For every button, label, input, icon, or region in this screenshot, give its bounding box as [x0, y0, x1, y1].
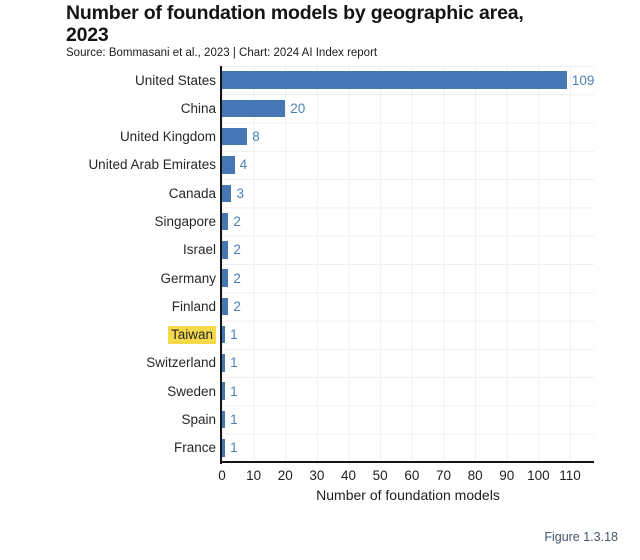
bar-rows: United States 109 China 20 United Kingdom 8 Un… — [0, 66, 640, 462]
value-label: 109 — [571, 72, 595, 88]
value-label: 1 — [230, 327, 238, 343]
category-label: Germany — [160, 270, 216, 286]
figure-caption: Figure 1.3.18 — [544, 530, 618, 544]
x-tick-label: 10 — [246, 468, 262, 483]
chart-title: Number of foundation models by geographi… — [66, 2, 524, 46]
x-axis-title: Number of foundation models — [316, 487, 500, 503]
bar — [222, 241, 229, 259]
value-label: 20 — [290, 100, 306, 116]
x-tick-label: 30 — [309, 468, 325, 483]
x-tick-label: 0 — [218, 468, 226, 483]
bar-row: Singapore 2 — [0, 207, 640, 235]
category-label: China — [180, 100, 216, 116]
category-label: Israel — [182, 242, 216, 258]
chart-title-line1: Number of foundation models by geographi… — [66, 2, 524, 24]
chart-title-line2: 2023 — [66, 23, 109, 46]
bar — [222, 354, 226, 372]
bar — [222, 439, 226, 457]
x-tick-label: 50 — [372, 468, 388, 483]
bar-row: United States 109 — [0, 66, 640, 94]
category-label: Switzerland — [146, 355, 216, 371]
category-label: Canada — [168, 185, 216, 201]
category-label: Sweden — [167, 383, 216, 399]
bar — [222, 382, 226, 400]
value-label: 1 — [230, 383, 238, 399]
category-label: United Kingdom — [119, 129, 216, 145]
plot-area — [222, 66, 594, 462]
value-label: 2 — [233, 242, 241, 258]
value-label: 3 — [236, 185, 244, 201]
bar-row: Israel 2 — [0, 236, 640, 264]
highlighted-category-label: Taiwan — [167, 326, 216, 345]
bar — [222, 410, 226, 429]
bar — [222, 325, 226, 344]
value-label: 8 — [252, 129, 260, 145]
value-label: 1 — [230, 412, 238, 428]
bar — [222, 99, 286, 118]
bar-row: China 20 — [0, 94, 640, 122]
value-label: 2 — [233, 270, 241, 286]
x-tick-label: 90 — [499, 468, 515, 483]
y-axis-line — [220, 66, 222, 464]
bar — [222, 71, 567, 89]
category-label: United States — [134, 72, 216, 88]
category-label: Spain — [181, 412, 216, 428]
x-tick-label: 40 — [341, 468, 357, 483]
bar-row: United Kingdom 8 — [0, 123, 640, 151]
bar-row: Sweden 1 — [0, 377, 640, 405]
bar-row: Canada 3 — [0, 179, 640, 207]
value-label: 2 — [233, 298, 241, 314]
bar — [222, 297, 229, 316]
x-tick-label: 20 — [277, 468, 293, 483]
category-label: United Arab Emirates — [88, 157, 216, 173]
bar-row: United Arab Emirates 4 — [0, 151, 640, 179]
bar — [222, 127, 248, 146]
category-label: Finland — [171, 298, 216, 314]
x-tick-label: 100 — [527, 468, 550, 483]
category-label: Singapore — [154, 214, 216, 230]
x-tick-label: 110 — [559, 468, 581, 483]
bar-row: Switzerland 1 — [0, 349, 640, 377]
category-label: France — [173, 440, 216, 456]
x-axis-line — [220, 461, 594, 463]
x-tick-label: 80 — [467, 468, 483, 483]
x-tick-label: 70 — [435, 468, 451, 483]
value-label: 1 — [230, 355, 238, 371]
bar — [222, 156, 235, 174]
value-label: 1 — [230, 440, 238, 456]
bar-row: Germany 2 — [0, 264, 640, 292]
value-label: 4 — [239, 157, 248, 173]
bar — [222, 212, 229, 231]
chart-source: Source: Bommasani et al., 2023 | Chart: … — [66, 47, 378, 59]
bar — [222, 269, 229, 287]
bar — [222, 184, 232, 203]
bar-row: Finland 2 — [0, 292, 640, 320]
category-label: Taiwan — [0, 326, 216, 345]
value-label: 2 — [233, 214, 241, 230]
x-tick-label: 60 — [404, 468, 420, 483]
bar-row: France 1 — [0, 434, 640, 462]
bar-row: Taiwan 1 — [0, 321, 640, 349]
bar-row: Spain 1 — [0, 405, 640, 433]
